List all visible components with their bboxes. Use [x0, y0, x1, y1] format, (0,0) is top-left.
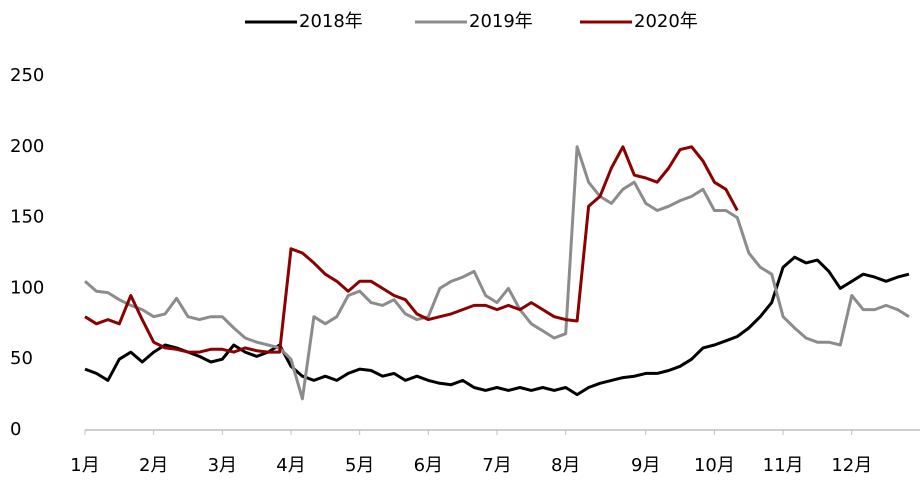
x-tick-label: 10月	[694, 455, 735, 476]
x-tick-label: 4月	[276, 455, 305, 476]
line-series	[84, 145, 910, 401]
x-tick-label: 1月	[70, 455, 99, 476]
line-series	[84, 255, 910, 397]
x-tick-label: 3月	[208, 455, 237, 476]
x-tick-label: 8月	[551, 455, 580, 476]
legend-label: 2019年	[469, 11, 533, 32]
x-tick-label: 6月	[414, 455, 443, 476]
line-series	[84, 145, 739, 354]
y-tick-label: 0	[10, 419, 21, 440]
y-tick-label: 150	[10, 207, 44, 228]
x-tick-label: 12月	[831, 455, 872, 476]
x-tick-label: 9月	[631, 455, 660, 476]
x-tick-label: 5月	[345, 455, 374, 476]
y-tick-label: 200	[10, 136, 44, 157]
x-tick-label: 7月	[482, 455, 511, 476]
x-tick-label: 11月	[763, 455, 804, 476]
x-tick-label: 2月	[139, 455, 168, 476]
legend-label: 2020年	[634, 11, 698, 32]
y-tick-label: 50	[10, 348, 33, 369]
y-tick-label: 100	[10, 277, 44, 298]
y-tick-label: 250	[10, 65, 44, 86]
legend-label: 2018年	[299, 11, 363, 32]
